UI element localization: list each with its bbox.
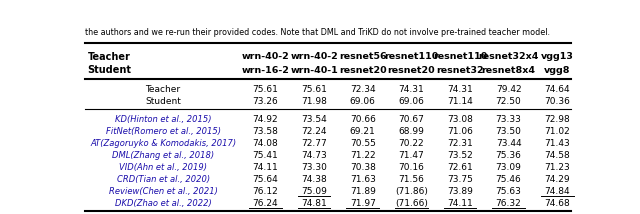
Text: CRD(Tian et al., 2020): CRD(Tian et al., 2020) (116, 175, 210, 184)
Text: 76.32: 76.32 (495, 199, 522, 208)
Text: 74.81: 74.81 (301, 199, 327, 208)
Text: Teacher: Teacher (145, 85, 180, 94)
Text: 72.31: 72.31 (447, 139, 473, 148)
Text: 73.26: 73.26 (253, 97, 278, 106)
Text: wrn-40-2: wrn-40-2 (290, 52, 338, 61)
Text: 72.98: 72.98 (544, 115, 570, 124)
Text: KD(Hinton et al., 2015): KD(Hinton et al., 2015) (115, 115, 211, 124)
Text: 74.31: 74.31 (399, 85, 424, 94)
Text: 71.02: 71.02 (544, 127, 570, 136)
Text: Review(Chen et al., 2021): Review(Chen et al., 2021) (109, 187, 218, 196)
Text: (71.86): (71.86) (395, 187, 428, 196)
Text: 76.24: 76.24 (253, 199, 278, 208)
Text: 71.63: 71.63 (350, 175, 376, 184)
Text: 68.99: 68.99 (398, 127, 424, 136)
Text: 74.11: 74.11 (447, 199, 473, 208)
Text: 72.77: 72.77 (301, 139, 327, 148)
Text: 71.43: 71.43 (544, 139, 570, 148)
Text: 70.66: 70.66 (350, 115, 376, 124)
Text: 75.36: 75.36 (495, 151, 522, 160)
Text: resnet8x4: resnet8x4 (481, 66, 536, 75)
Text: resnet56: resnet56 (339, 52, 387, 61)
Text: 72.34: 72.34 (350, 85, 376, 94)
Text: 70.22: 70.22 (399, 139, 424, 148)
Text: DKD(Zhao et al., 2022): DKD(Zhao et al., 2022) (115, 199, 211, 208)
Text: 70.38: 70.38 (350, 163, 376, 172)
Text: wrn-40-2: wrn-40-2 (242, 52, 289, 61)
Text: 73.09: 73.09 (495, 163, 522, 172)
Text: resnet20: resnet20 (339, 66, 387, 75)
Text: 75.61: 75.61 (253, 85, 278, 94)
Text: FitNet(Romero et al., 2015): FitNet(Romero et al., 2015) (106, 127, 221, 136)
Text: 71.23: 71.23 (544, 163, 570, 172)
Text: 75.61: 75.61 (301, 85, 327, 94)
Text: 69.21: 69.21 (350, 127, 376, 136)
Text: 71.22: 71.22 (350, 151, 376, 160)
Text: 74.92: 74.92 (253, 115, 278, 124)
Text: 75.09: 75.09 (301, 187, 327, 196)
Text: 70.16: 70.16 (398, 163, 424, 172)
Text: AT(Zagoruyko & Komodakis, 2017): AT(Zagoruyko & Komodakis, 2017) (90, 139, 236, 148)
Text: 74.73: 74.73 (301, 151, 327, 160)
Text: 75.63: 75.63 (495, 187, 522, 196)
Text: 73.08: 73.08 (447, 115, 473, 124)
Text: 75.41: 75.41 (253, 151, 278, 160)
Text: 74.31: 74.31 (447, 85, 473, 94)
Text: vgg8: vgg8 (544, 66, 570, 75)
Text: Student: Student (88, 65, 131, 75)
Text: 74.29: 74.29 (545, 175, 570, 184)
Text: VID(Ahn et al., 2019): VID(Ahn et al., 2019) (119, 163, 207, 172)
Text: 73.52: 73.52 (447, 151, 473, 160)
Text: 74.68: 74.68 (544, 199, 570, 208)
Text: 71.98: 71.98 (301, 97, 327, 106)
Text: 74.11: 74.11 (253, 163, 278, 172)
Text: 74.84: 74.84 (545, 187, 570, 196)
Text: 79.42: 79.42 (496, 85, 522, 94)
Text: 74.08: 74.08 (253, 139, 278, 148)
Text: 71.97: 71.97 (350, 199, 376, 208)
Text: 71.06: 71.06 (447, 127, 473, 136)
Text: wrn-16-2: wrn-16-2 (241, 66, 289, 75)
Text: resnet20: resnet20 (387, 66, 435, 75)
Text: 70.67: 70.67 (398, 115, 424, 124)
Text: Student: Student (145, 97, 181, 106)
Text: resnet110: resnet110 (384, 52, 438, 61)
Text: 73.30: 73.30 (301, 163, 327, 172)
Text: 71.14: 71.14 (447, 97, 473, 106)
Text: 70.36: 70.36 (544, 97, 570, 106)
Text: 69.06: 69.06 (398, 97, 424, 106)
Text: 71.47: 71.47 (399, 151, 424, 160)
Text: (71.66): (71.66) (395, 199, 428, 208)
Text: resnet32x4: resnet32x4 (478, 52, 539, 61)
Text: 73.33: 73.33 (495, 115, 522, 124)
Text: 72.50: 72.50 (495, 97, 522, 106)
Text: 73.50: 73.50 (495, 127, 522, 136)
Text: 74.64: 74.64 (545, 85, 570, 94)
Text: 72.24: 72.24 (301, 127, 327, 136)
Text: 69.06: 69.06 (350, 97, 376, 106)
Text: vgg13: vgg13 (541, 52, 573, 61)
Text: 73.75: 73.75 (447, 175, 473, 184)
Text: 75.64: 75.64 (253, 175, 278, 184)
Text: 76.12: 76.12 (253, 187, 278, 196)
Text: 71.89: 71.89 (350, 187, 376, 196)
Text: 74.58: 74.58 (544, 151, 570, 160)
Text: 72.61: 72.61 (447, 163, 473, 172)
Text: 74.38: 74.38 (301, 175, 327, 184)
Text: resnet32: resnet32 (436, 66, 484, 75)
Text: wrn-40-1: wrn-40-1 (290, 66, 338, 75)
Text: 73.44: 73.44 (496, 139, 522, 148)
Text: 71.56: 71.56 (398, 175, 424, 184)
Text: 73.89: 73.89 (447, 187, 473, 196)
Text: DML(Zhang et al., 2018): DML(Zhang et al., 2018) (112, 151, 214, 160)
Text: Teacher: Teacher (88, 52, 131, 62)
Text: the authors and we re-run their provided codes. Note that DML and TriKD do not i: the authors and we re-run their provided… (85, 28, 550, 37)
Text: 73.58: 73.58 (253, 127, 278, 136)
Text: 70.55: 70.55 (350, 139, 376, 148)
Text: 75.46: 75.46 (495, 175, 522, 184)
Text: 73.54: 73.54 (301, 115, 327, 124)
Text: resnet110: resnet110 (433, 52, 487, 61)
